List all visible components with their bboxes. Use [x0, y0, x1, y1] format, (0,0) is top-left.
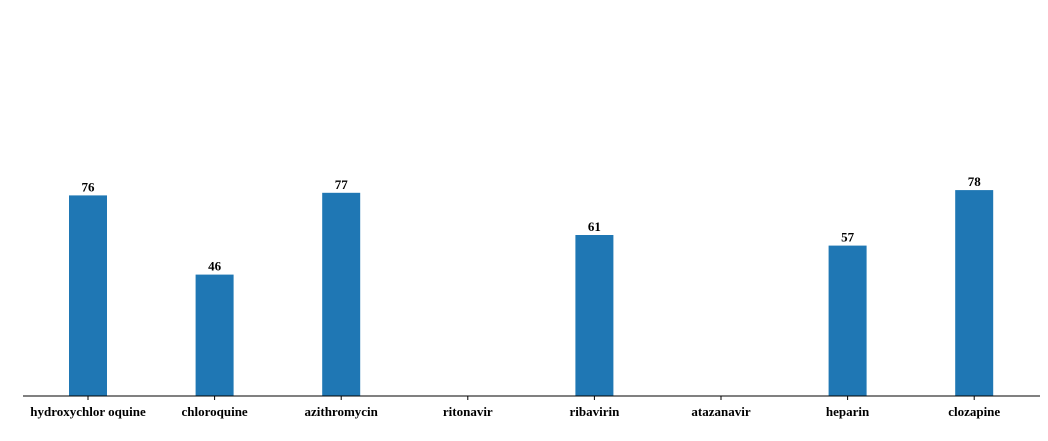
bar-label-clozapine: 78	[968, 174, 982, 189]
x-tick-label-ritonavir: ritonavir	[443, 404, 493, 419]
x-tick-label-clozapine: clozapine	[948, 404, 1000, 419]
x-tick-label-atazanavir: atazanavir	[691, 404, 750, 419]
x-tick-labels-group: hydroxychlor oquine chloroquine azithromyc…	[30, 404, 1000, 419]
bar-label-chloroquine: 46	[208, 259, 222, 274]
x-tick-label-chloroquine: chloroquine	[181, 404, 247, 419]
x-tick-label-azithromycin: azithromycin	[304, 404, 378, 419]
x-tick-label-heparin: heparin	[826, 404, 870, 419]
bar-label-ribavirin: 61	[588, 219, 601, 234]
bar-hydroxychlor-oquine	[69, 195, 107, 396]
bar-clozapine	[955, 190, 993, 396]
bars-group	[69, 190, 993, 396]
x-tick-label-hydroxychlor-oquine: hydroxychlor oquine	[30, 404, 146, 419]
bar-label-hydroxychlor-oquine: 76	[82, 179, 96, 194]
bar-chloroquine	[196, 275, 234, 396]
bar-label-azithromycin: 77	[335, 177, 349, 192]
bar-label-heparin: 57	[841, 230, 855, 245]
x-tick-label-ribavirin: ribavirin	[569, 404, 620, 419]
bar-ribavirin	[575, 235, 613, 396]
bar-heparin	[829, 246, 867, 396]
x-ticks-group	[88, 396, 974, 400]
bar-azithromycin	[322, 193, 360, 396]
